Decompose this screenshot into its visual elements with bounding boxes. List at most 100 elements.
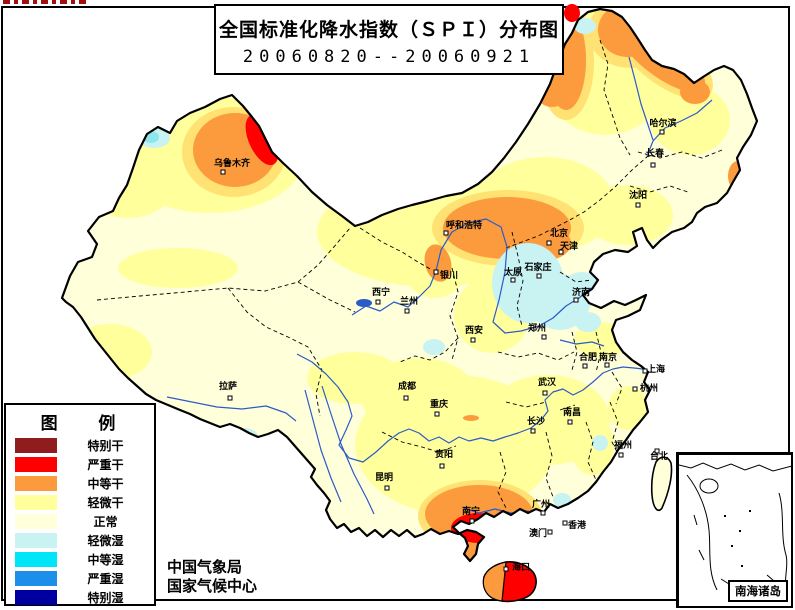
city-marker [540,510,546,516]
city-hefei: 合肥 [579,351,597,369]
legend-swatch [15,514,57,529]
city-label: 郑州 [528,322,546,333]
city-kunming: 昆明 [375,472,393,491]
city-label: 南宁 [462,505,480,516]
city-label: 武汉 [538,376,557,387]
city-label: 成都 [398,380,416,391]
city-jinan: 济南 [572,286,590,303]
credit-line-2: 国家气候中心 [167,578,258,595]
city-label: 西宁 [372,286,390,297]
legend-rows: 特别干 严重干 中等干 轻微干 正常 轻微湿 中等湿 严重湿 特别湿 [6,436,154,607]
legend-swatch [15,457,57,472]
legend-item: 中等干 [6,474,154,493]
city-chongqing: 重庆 [430,398,448,417]
city-label: 长春 [646,147,665,158]
legend-item: 特别干 [6,436,154,455]
city-hohhot: 呼和浩特 [443,219,482,236]
inset-label: 南海诸岛 [728,580,788,602]
legend-title: 图 例 [40,414,134,433]
city-label: 合肥 [579,351,597,362]
city-marker [404,308,410,314]
city-beijing: 北京 [546,227,568,246]
city-marker [654,448,660,454]
city-marker [558,249,564,255]
city-label: 石家庄 [523,261,551,272]
city-taipei: 台北 [650,448,668,461]
city-label: 南京 [599,351,617,362]
china-border [60,7,759,563]
south-china-sea-inset: 南海诸岛 [676,452,793,608]
hainan-island [482,561,537,603]
credit-line-1: 中国气象局 [167,559,243,576]
city-lanzhou: 兰州 [400,295,418,314]
city-yinchuan: 银川 [433,269,458,280]
city-xian: 西安 [465,324,483,343]
city-marker [650,162,656,168]
legend-label: 轻微干 [87,496,124,510]
city-marker [642,368,648,374]
city-chengdu: 成都 [398,380,416,401]
city-label: 天津 [560,240,578,251]
clipped-red-text-fragment [3,0,89,4]
city-label: 台北 [650,450,668,461]
city-taiyuan: 太原 [503,266,522,283]
city-hongkong: 香港 [562,519,587,530]
map-date-range: 20060820--20060921 [242,47,536,67]
legend-item: 中等湿 [6,550,154,569]
legend-label: 特别干 [87,439,124,453]
city-shenyang: 沈阳 [629,189,647,208]
legend-item: 轻微干 [6,493,154,512]
city-label: 澳门 [529,527,547,538]
city-label: 广州 [532,498,550,509]
city-label: 西安 [465,324,483,335]
city-shanghai: 上海 [642,363,665,374]
city-label: 兰州 [400,295,418,306]
city-marker [439,463,445,469]
city-marker [470,337,476,343]
city-urumqi: 乌鲁木齐 [214,157,251,175]
agency-credit: 中国气象局 国家气候中心 [167,558,257,596]
legend-item: 轻微湿 [6,531,154,550]
legend-swatch [15,552,57,567]
legend-swatch [15,590,57,605]
city-label: 长沙 [527,415,545,426]
taiwan-island [650,456,673,512]
rivers [166,56,713,516]
city-label: 上海 [647,363,665,374]
city-marker [536,273,542,279]
city-label: 沈阳 [629,189,647,200]
city-marker [541,334,547,340]
city-zhengzhou: 郑州 [528,322,547,340]
city-guangzhou: 广州 [532,498,550,516]
city-marker [546,240,552,246]
city-marker [384,485,390,491]
ne-tip-red-patch [564,4,580,22]
city-nanchang: 南昌 [563,406,581,425]
city-nanjing: 南京 [599,351,617,368]
city-label: 香港 [567,519,587,530]
legend-swatch [15,533,57,548]
city-marker [375,299,381,305]
city-marker [635,202,641,208]
legend-label: 严重湿 [87,572,124,586]
province-borders [96,39,723,509]
legend-swatch [15,495,57,510]
city-marker [573,297,579,303]
city-label: 济南 [572,286,590,297]
city-marker [469,518,475,524]
city-marker [227,395,233,401]
city-marker [604,362,610,368]
legend-label: 轻微湿 [87,534,124,548]
city-label: 昆明 [375,472,393,482]
city-marker [582,363,588,369]
city-label: 银川 [440,269,458,280]
city-label: 太原 [503,266,522,277]
city-marker [220,169,226,175]
legend-label: 特别湿 [87,591,124,605]
city-marker [403,395,409,401]
city-label: 呼和浩特 [446,219,482,230]
legend-item: 严重干 [6,455,154,474]
